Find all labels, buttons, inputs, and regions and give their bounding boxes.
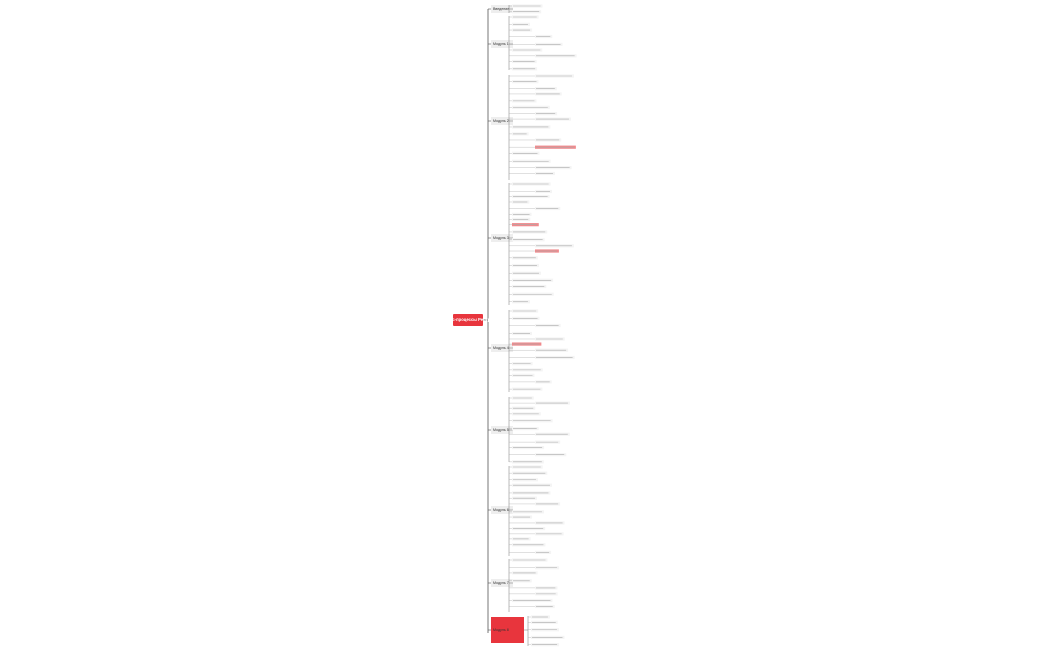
branch-label: Модуль 4 [493, 346, 509, 350]
branch-label: Модуль 8 [493, 628, 509, 632]
branch-label: Модуль 1 [493, 42, 509, 46]
branch-label: Модуль 5 [493, 428, 509, 432]
branch-node [491, 40, 513, 48]
branch-node [491, 617, 524, 643]
branch-node [491, 234, 513, 242]
branch-label: Введение [493, 7, 509, 11]
branch-node [491, 579, 513, 587]
branch-label: Модуль 3 [493, 236, 509, 240]
root-node [453, 314, 483, 326]
branch-node [491, 5, 513, 13]
branch-label: Модуль 7 [493, 581, 509, 585]
branch-node [491, 344, 513, 352]
branch-node [491, 426, 513, 434]
branch-node [491, 506, 513, 514]
branch-node [491, 117, 513, 125]
branch-label: Модуль 2 [493, 119, 509, 123]
root-label: Бизнес-процессы Ресурсы [440, 317, 497, 322]
branch-label: Модуль 6 [493, 508, 509, 512]
